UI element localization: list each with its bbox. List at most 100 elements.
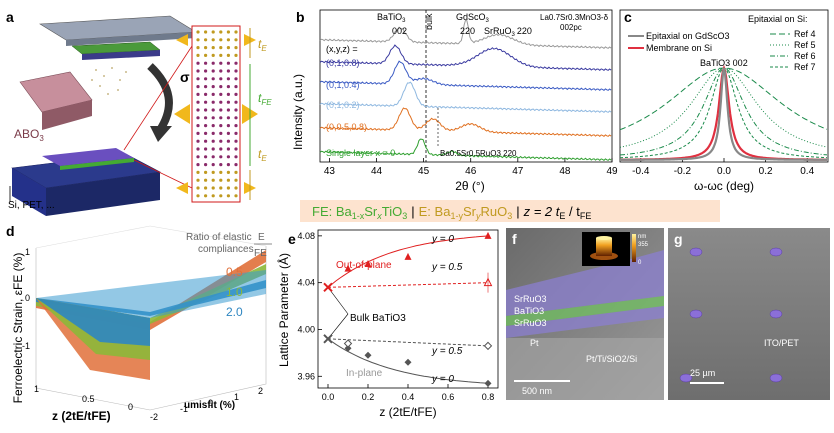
lattice-atom bbox=[234, 178, 238, 182]
lattice-atom bbox=[219, 53, 223, 58]
lattice-atom bbox=[234, 163, 238, 167]
lattice-atom bbox=[204, 69, 208, 73]
lattice-atom bbox=[226, 155, 230, 159]
e-y0-top: y = 0 bbox=[431, 234, 454, 245]
panel-d-letter: d bbox=[6, 223, 15, 239]
lattice-atom bbox=[211, 147, 215, 151]
panel-b-frame bbox=[319, 9, 613, 163]
lattice-atom bbox=[211, 131, 215, 135]
e-ytick-label: 3.96 bbox=[297, 371, 315, 381]
lattice-atom bbox=[234, 77, 238, 81]
lattice-atom bbox=[196, 178, 200, 182]
lattice-atom bbox=[196, 92, 200, 96]
panel-c-letter: c bbox=[624, 9, 632, 25]
lattice-atom bbox=[226, 163, 230, 167]
lattice-atom bbox=[211, 108, 215, 112]
lattice-atom bbox=[219, 147, 223, 151]
point-bulk-a bbox=[323, 334, 333, 344]
capacitor-dot bbox=[769, 309, 783, 319]
point-inplane-y05 bbox=[343, 339, 353, 348]
ref-legend-label: Ref 6 bbox=[794, 51, 816, 61]
xrd-curve bbox=[319, 138, 612, 161]
ratio-value: 1.0 bbox=[226, 285, 243, 299]
e-y05-bot: y = 0.5 bbox=[431, 346, 463, 357]
lattice-atom bbox=[211, 186, 215, 190]
lattice-atom bbox=[196, 163, 200, 167]
lattice-atom bbox=[196, 69, 200, 73]
lattice-atom bbox=[196, 46, 200, 50]
lattice-atom bbox=[226, 116, 230, 120]
legend-xyz: (x,y,z) = bbox=[326, 44, 358, 54]
e-label-inplane: In-plane bbox=[346, 368, 383, 379]
lattice-atom bbox=[211, 77, 215, 81]
fit-inplane-y05 bbox=[327, 338, 489, 347]
surface-top-plane bbox=[36, 270, 266, 318]
rocking-curve bbox=[619, 67, 828, 156]
lattice-atom bbox=[219, 194, 223, 198]
lattice-atom bbox=[234, 124, 238, 128]
lattice-atom bbox=[211, 116, 215, 120]
lattice-atom bbox=[234, 100, 238, 104]
capacitor-dot bbox=[679, 373, 693, 383]
membrane-top bbox=[42, 148, 134, 166]
lattice-atom bbox=[211, 92, 215, 96]
lattice-atom bbox=[204, 100, 208, 104]
series-label: (0,1,0.4) bbox=[326, 80, 360, 90]
top-plate-edge bbox=[66, 32, 196, 46]
annot-batio3: BaTiO3 bbox=[377, 12, 406, 24]
lattice-atom bbox=[204, 61, 208, 65]
d-ztick: 0 bbox=[128, 402, 133, 412]
annot-bulk: bulk bbox=[424, 13, 434, 30]
lattice-atom bbox=[234, 30, 238, 34]
capacitor-dots bbox=[679, 247, 783, 383]
lattice-atom bbox=[219, 38, 223, 42]
d-ytick: 0 bbox=[25, 293, 30, 303]
e-label-bulk: Bulk BaTiO3 bbox=[350, 313, 406, 324]
panel-e-letter: e bbox=[288, 231, 296, 247]
sem-label-srruo3-top: SrRuO3 bbox=[514, 294, 547, 304]
lattice-atom bbox=[226, 170, 230, 174]
lattice-atom bbox=[219, 170, 223, 174]
panel-b-xticks: 43 44 45 46 47 48 49 bbox=[324, 158, 618, 177]
c-tick-label: -0.2 bbox=[674, 166, 692, 177]
lattice-atom bbox=[226, 77, 230, 81]
lattice-atom bbox=[211, 46, 215, 50]
lattice-atom bbox=[211, 85, 215, 89]
panel-b-xlabel: 2θ (°) bbox=[455, 179, 484, 193]
d-ytick: -1 bbox=[22, 341, 30, 351]
sem-g-scalebar bbox=[690, 382, 724, 384]
lattice-atom bbox=[211, 124, 215, 128]
point-outplane-y0 bbox=[364, 259, 372, 267]
substrate-side bbox=[46, 172, 160, 216]
panel-c-xlabel: ω-ωc (deg) bbox=[694, 179, 754, 193]
lattice-atom bbox=[234, 116, 238, 120]
lattice-atom bbox=[234, 155, 238, 159]
lattice-atom bbox=[219, 30, 223, 34]
lattice-atom bbox=[219, 116, 223, 120]
panel-d-zticks: 10.50 bbox=[34, 384, 133, 412]
annot-lsmo: La0.7Sr0.3MnO3-δ bbox=[540, 13, 609, 22]
ref-legend-label: Ref 4 bbox=[794, 29, 816, 39]
lattice-atom bbox=[226, 53, 230, 58]
fit-outplane-y0 bbox=[327, 235, 489, 288]
substrate-front bbox=[12, 168, 46, 216]
lattice-atom bbox=[204, 85, 208, 89]
ref-legend-label: Ref 7 bbox=[794, 62, 816, 72]
b-tick-label: 44 bbox=[371, 166, 383, 177]
lattice-atom bbox=[226, 108, 230, 112]
afm-max: 355 bbox=[638, 242, 649, 248]
lattice-atom bbox=[234, 194, 238, 198]
lattice-atom bbox=[211, 30, 215, 34]
lattice-atom bbox=[211, 155, 215, 159]
afm-min: 0 bbox=[638, 260, 642, 266]
sem-label-batio3: BaTiO3 bbox=[514, 306, 544, 316]
film-peel-edge bbox=[82, 50, 160, 60]
lattice-atom bbox=[204, 116, 208, 120]
point-outplane-y0 bbox=[484, 231, 492, 239]
lattice-atom bbox=[226, 85, 230, 89]
lattice-atom bbox=[196, 186, 200, 190]
lattice-atom bbox=[234, 85, 238, 89]
e-xtick-label: 0.4 bbox=[402, 392, 415, 402]
capacitor-dot bbox=[769, 247, 783, 257]
panel-b: b Intensity (a.u.) 2θ (°) 43 44 45 46 47 48 49… bbox=[291, 9, 618, 193]
